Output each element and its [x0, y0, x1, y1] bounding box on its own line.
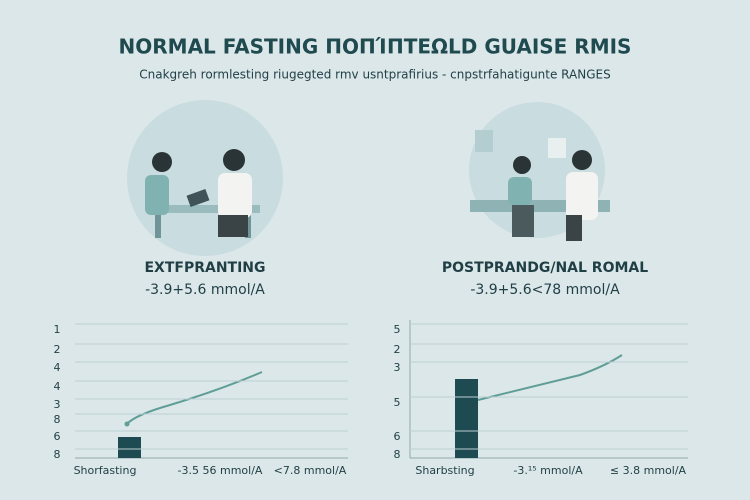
tick-label: 2 [54, 343, 61, 356]
tick-label: 6 [394, 430, 401, 443]
tick-label: 8 [54, 448, 61, 461]
tick-label: 3 [394, 361, 401, 374]
illustration-left [127, 100, 283, 256]
x-label: Shorfasting [74, 464, 137, 477]
chart-right [409, 320, 688, 459]
tick-label: 8 [394, 448, 401, 461]
x-label: Sharbsting [415, 464, 474, 477]
x-label: <7.8 mmol/A [274, 464, 347, 477]
bar [455, 379, 478, 458]
x-label: ≤ 3.8 mmol/A [610, 464, 687, 477]
tick-label: 5 [394, 396, 401, 409]
subtitle: Cnakgreh rormlesting riugegted rmv usntp… [139, 68, 610, 82]
trend-line [477, 354, 623, 401]
tick-label: 4 [54, 380, 61, 393]
illustration-right [469, 102, 610, 241]
tick-label: 3 [54, 398, 61, 411]
panel-range: -3.9+5.6<78 mmol/A [470, 282, 620, 298]
tick-label: 8 [54, 413, 61, 426]
panel-heading: POSTPRANDG/NAL ROMAL [442, 260, 648, 276]
title: NORMAL FASTING ΠΟΠΊΠΤΕΩLD GUAISE RMIS [119, 35, 632, 59]
x-label: -3.¹⁵ mmol/A [513, 464, 583, 477]
x-label: -3.5 56 mmol/A [178, 464, 263, 477]
tick-label: 5 [394, 323, 401, 336]
tick-label: 4 [54, 361, 61, 374]
panel-heading: EXTFPRANTING [144, 260, 265, 276]
tick-label: 1 [54, 323, 61, 336]
tick-label: 6 [54, 430, 61, 443]
bar [118, 437, 141, 458]
panel-range: -3.9+5.6 mmol/A [145, 282, 265, 298]
tick-label: 2 [394, 343, 401, 356]
